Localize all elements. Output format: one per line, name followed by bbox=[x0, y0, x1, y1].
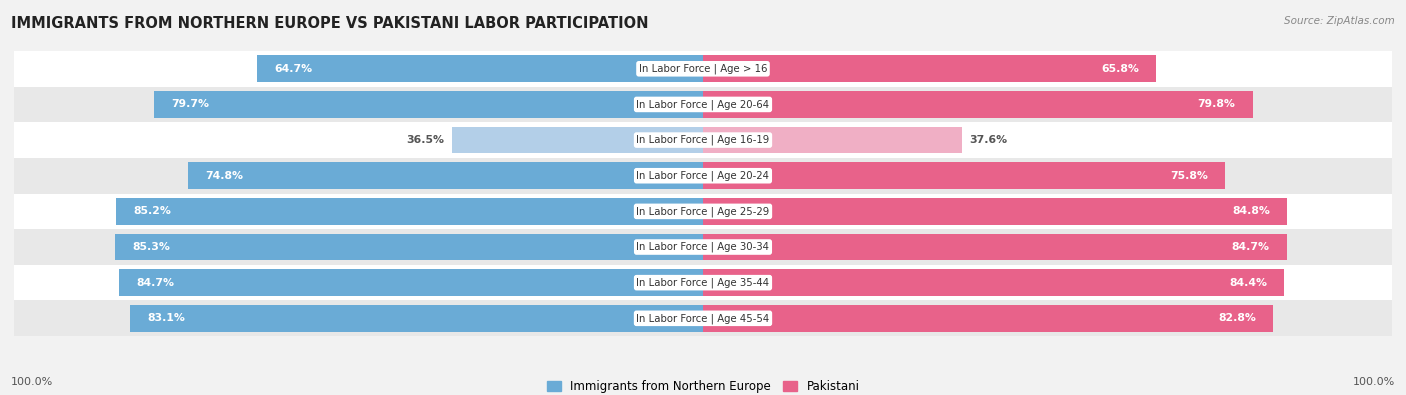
Bar bbox=[14, 158, 1392, 194]
Text: In Labor Force | Age 35-44: In Labor Force | Age 35-44 bbox=[637, 277, 769, 288]
Bar bbox=[703, 269, 1285, 296]
Bar bbox=[131, 305, 703, 332]
Text: 37.6%: 37.6% bbox=[969, 135, 1007, 145]
Text: 79.8%: 79.8% bbox=[1198, 100, 1236, 109]
Bar bbox=[115, 234, 703, 260]
Text: 84.7%: 84.7% bbox=[1232, 242, 1270, 252]
Bar bbox=[153, 91, 703, 118]
Bar bbox=[451, 127, 703, 153]
Bar bbox=[703, 305, 1274, 332]
Bar bbox=[187, 162, 703, 189]
Text: 85.3%: 85.3% bbox=[132, 242, 170, 252]
Text: IMMIGRANTS FROM NORTHERN EUROPE VS PAKISTANI LABOR PARTICIPATION: IMMIGRANTS FROM NORTHERN EUROPE VS PAKIS… bbox=[11, 16, 648, 31]
Text: Source: ZipAtlas.com: Source: ZipAtlas.com bbox=[1284, 16, 1395, 26]
Text: 82.8%: 82.8% bbox=[1219, 313, 1256, 324]
Bar bbox=[117, 198, 703, 225]
Text: 64.7%: 64.7% bbox=[274, 64, 312, 74]
Bar bbox=[14, 87, 1392, 122]
Text: 74.8%: 74.8% bbox=[205, 171, 243, 181]
Bar bbox=[703, 55, 1156, 82]
Bar bbox=[257, 55, 703, 82]
Text: 100.0%: 100.0% bbox=[1353, 377, 1395, 387]
Text: 83.1%: 83.1% bbox=[148, 313, 186, 324]
Text: 100.0%: 100.0% bbox=[11, 377, 53, 387]
Text: In Labor Force | Age 16-19: In Labor Force | Age 16-19 bbox=[637, 135, 769, 145]
Bar bbox=[703, 162, 1225, 189]
Text: 84.7%: 84.7% bbox=[136, 278, 174, 288]
Bar bbox=[703, 234, 1286, 260]
Text: 75.8%: 75.8% bbox=[1170, 171, 1208, 181]
Text: 84.4%: 84.4% bbox=[1229, 278, 1267, 288]
Text: In Labor Force | Age 20-64: In Labor Force | Age 20-64 bbox=[637, 99, 769, 110]
Text: In Labor Force | Age 25-29: In Labor Force | Age 25-29 bbox=[637, 206, 769, 216]
Text: 85.2%: 85.2% bbox=[134, 206, 172, 216]
Text: 84.8%: 84.8% bbox=[1232, 206, 1270, 216]
Text: In Labor Force | Age > 16: In Labor Force | Age > 16 bbox=[638, 64, 768, 74]
Text: In Labor Force | Age 30-34: In Labor Force | Age 30-34 bbox=[637, 242, 769, 252]
Bar bbox=[14, 265, 1392, 301]
Bar bbox=[14, 194, 1392, 229]
Bar bbox=[703, 198, 1288, 225]
Bar bbox=[14, 229, 1392, 265]
Bar bbox=[14, 51, 1392, 87]
Bar bbox=[14, 122, 1392, 158]
Text: 65.8%: 65.8% bbox=[1101, 64, 1139, 74]
Bar bbox=[703, 91, 1253, 118]
Text: In Labor Force | Age 45-54: In Labor Force | Age 45-54 bbox=[637, 313, 769, 324]
Bar bbox=[703, 127, 962, 153]
Text: In Labor Force | Age 20-24: In Labor Force | Age 20-24 bbox=[637, 171, 769, 181]
Legend: Immigrants from Northern Europe, Pakistani: Immigrants from Northern Europe, Pakista… bbox=[541, 376, 865, 395]
Bar bbox=[14, 301, 1392, 336]
Bar bbox=[120, 269, 703, 296]
Text: 79.7%: 79.7% bbox=[172, 100, 209, 109]
Text: 36.5%: 36.5% bbox=[406, 135, 444, 145]
